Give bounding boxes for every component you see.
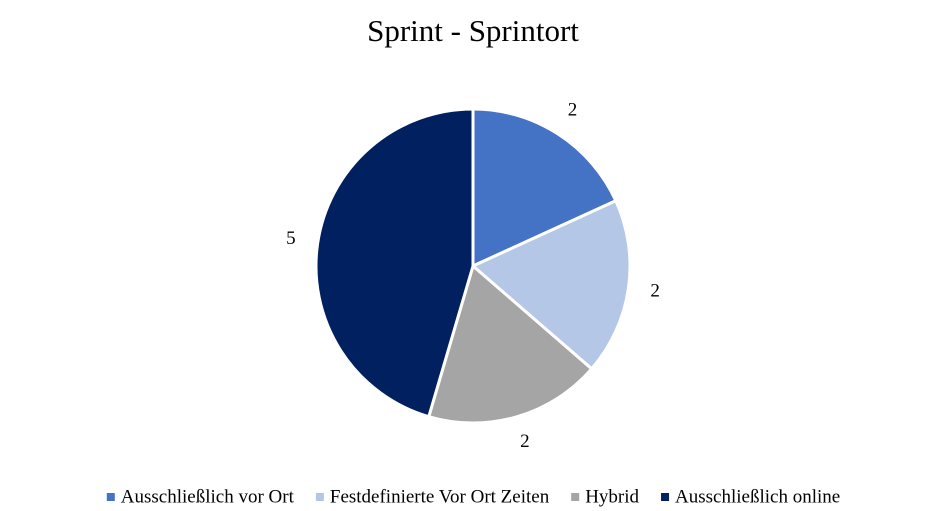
legend-label: Festdefinierte Vor Ort Zeiten [330, 486, 550, 507]
legend-label: Hybrid [585, 486, 639, 507]
legend-swatch [106, 493, 115, 501]
legend-swatch [571, 493, 580, 501]
chart-title: Sprint - Sprintort [367, 13, 579, 48]
legend-swatch [661, 493, 670, 501]
pie-slice [470, 198, 632, 371]
data-label: 5 [286, 228, 296, 249]
data-label: 2 [520, 431, 530, 452]
pie-slice [471, 107, 618, 269]
data-label: 2 [650, 281, 660, 302]
pie-slice [314, 107, 475, 419]
pie-slice [426, 263, 594, 425]
legend-label: Ausschließlich vor Ort [121, 486, 295, 507]
legend-label: Ausschließlich online [675, 486, 840, 507]
data-label: 2 [568, 100, 578, 121]
legend-swatch [315, 493, 324, 501]
